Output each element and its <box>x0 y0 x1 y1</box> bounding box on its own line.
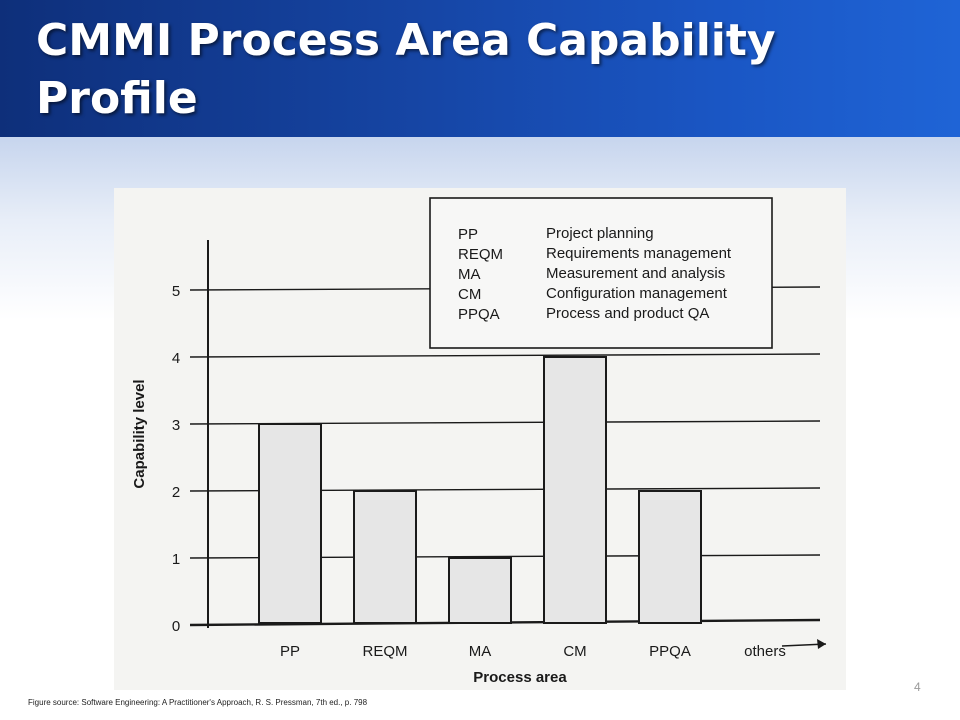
bar-cm <box>543 356 607 624</box>
legend-box <box>429 197 773 349</box>
x-tick-label: MA <box>469 643 492 660</box>
legend-name: Requirements management <box>546 245 732 262</box>
title-bar <box>0 0 960 138</box>
gridline-level-4 <box>189 353 821 358</box>
y-tick-label: 4 <box>172 350 180 367</box>
page-number: 4 <box>914 680 921 694</box>
legend-abbr: PP <box>458 226 478 243</box>
legend-name: Configuration management <box>546 285 728 302</box>
y-tick-label: 1 <box>172 551 180 568</box>
bar-ppqa <box>638 490 702 624</box>
y-tick-label: 2 <box>172 484 180 501</box>
figure-source: Figure source: Software Engineering: A P… <box>28 698 368 707</box>
y-tick-label: 3 <box>172 417 180 434</box>
slide-title: CMMI Process Area Capability Profile <box>36 15 776 124</box>
x-tick-label: PPQA <box>649 643 691 660</box>
x-tick-label: others <box>744 643 786 660</box>
y-tick-label: 5 <box>172 283 180 300</box>
title-divider <box>0 137 960 140</box>
legend-name: Project planning <box>546 225 654 242</box>
legend-abbr: PPQA <box>458 306 500 323</box>
x-tick-label: REQM <box>363 643 408 660</box>
legend-name: Measurement and analysis <box>546 265 725 282</box>
bar-reqm <box>353 490 417 624</box>
legend-name: Process and product QA <box>546 305 709 322</box>
bar-pp <box>258 423 322 624</box>
capability-profile-chart: 0 1 2 3 4 5 Capability level PP REQM MA CM PPQA othe… <box>131 197 827 686</box>
legend-abbr: CM <box>458 286 481 303</box>
y-tick-label: 0 <box>172 618 180 635</box>
x-tick-label: PP <box>280 643 300 660</box>
legend-abbr: MA <box>458 266 481 283</box>
x-tick-label: CM <box>563 643 586 660</box>
x-axis-title: Process area <box>473 669 567 686</box>
capability-profile-figure: 0 1 2 3 4 5 Capability level PP REQM MA CM PPQA othe… <box>114 188 846 690</box>
y-axis-title: Capability level <box>131 379 148 488</box>
legend-abbr: REQM <box>458 246 503 263</box>
x-axis-arrow-head <box>817 639 826 649</box>
bar-ma <box>448 557 512 624</box>
